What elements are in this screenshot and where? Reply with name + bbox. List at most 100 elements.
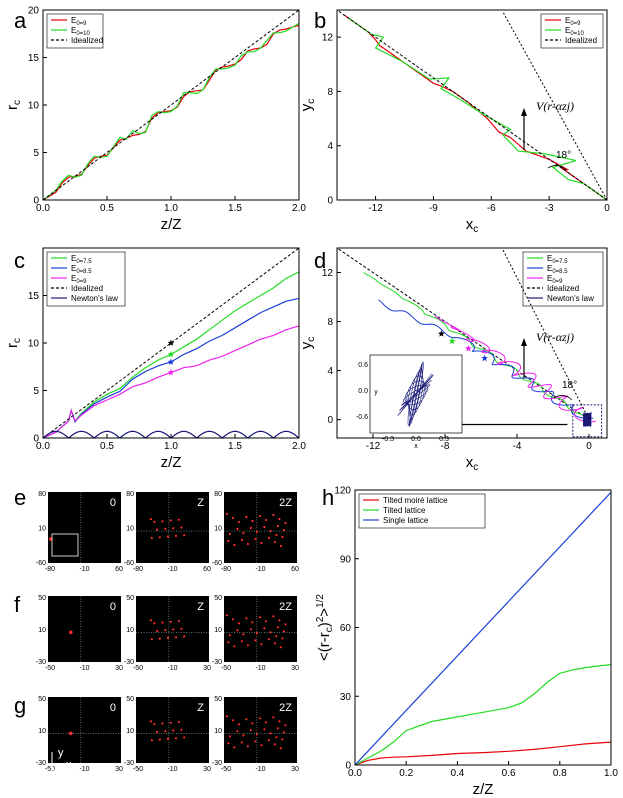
y-tick-label: 4: [327, 366, 333, 377]
legend-label: E0=9: [565, 16, 581, 27]
legend-label: E0=9: [71, 16, 87, 27]
diffraction-spot: [273, 743, 276, 746]
panel-letter-e: e: [14, 485, 26, 510]
diffraction-spot: [275, 635, 278, 638]
x-tick-label: 0: [586, 441, 592, 452]
diffraction-spot: [278, 619, 281, 622]
x-tick-label: -12: [368, 203, 383, 214]
diffraction-spot: [231, 719, 234, 722]
image-y-tick: 10: [214, 627, 222, 634]
diffraction-spot: [150, 638, 153, 641]
image-x-tick: 30: [203, 665, 211, 672]
image-x-tick: -80: [221, 566, 231, 573]
diffraction-spot: [166, 737, 169, 741]
plot-frame: [336, 9, 608, 201]
diffraction-spot: [255, 530, 258, 534]
diffraction-spot: [161, 520, 164, 523]
axis-hint-y-label: y: [58, 747, 64, 759]
image-panel: 0 50 10 -30-50 -10 30: [36, 696, 123, 773]
image-x-tick: 30: [115, 766, 123, 773]
diffraction-spot: [183, 534, 186, 537]
diffraction-spot: [272, 716, 275, 719]
diffraction-spot: [284, 521, 287, 525]
image-x-tick: -80: [133, 566, 143, 573]
image-panel: 2Z 50 10 -30-50 -10 30: [212, 696, 299, 773]
image-y-tick: -30: [124, 760, 134, 767]
y-tick-label: 8: [327, 317, 333, 328]
plot-area: [355, 491, 611, 765]
diffraction-spot: [278, 517, 281, 521]
diffraction-spot: [263, 627, 266, 630]
inset-y-label: y: [374, 389, 378, 396]
diffraction-spot: [227, 742, 230, 745]
y-tick-label: 8: [327, 87, 333, 98]
diffraction-spot: [177, 721, 180, 724]
series-line-0: [344, 14, 607, 200]
diffraction-spot: [242, 531, 245, 535]
diffraction-spot: [245, 515, 248, 519]
inset-source-box: [572, 404, 603, 438]
diffraction-spot: [255, 733, 258, 736]
y-axis-label: <(r-rc)2>1/2: [315, 594, 335, 661]
panel-letter-d: d: [314, 248, 326, 273]
diffraction-spot: [269, 631, 272, 634]
image-y-tick: 50: [214, 696, 222, 703]
diffraction-spot: [158, 637, 161, 640]
diffraction-spot: [177, 518, 180, 521]
diffraction-spot: [153, 723, 156, 726]
image-x-tick: -50: [45, 766, 55, 773]
x-tick-label: 0.0: [348, 768, 362, 779]
diffraction-spot: [275, 736, 278, 739]
diffraction-spot: [251, 519, 254, 523]
y-axis-label: yc: [298, 337, 317, 350]
image-x-tick: 60: [291, 566, 299, 573]
series-line-1: [355, 664, 611, 765]
legend-label: Idealized: [565, 36, 597, 45]
image-panel: Z 50 10 -30-50 -10 30: [124, 595, 211, 672]
diffraction-spot: [156, 528, 159, 531]
diffraction-spot: [267, 536, 270, 540]
image-x-tick: -10: [255, 766, 265, 773]
diffraction-spot: [180, 728, 183, 731]
image-x-tick: -10: [79, 566, 89, 573]
diffraction-spot: [237, 520, 240, 524]
image-x-tick: -80: [45, 566, 55, 573]
diffraction-spot: [269, 732, 272, 735]
panel-letter-b: b: [314, 8, 326, 33]
x-tick-label: 0.6: [502, 768, 516, 779]
diffraction-spot: [267, 739, 270, 742]
image-y-tick: 10: [38, 627, 46, 634]
plot-area: [337, 248, 596, 428]
diffraction-spot: [281, 637, 284, 640]
image-x-tick: 30: [291, 766, 299, 773]
legend-label: Newton's law: [71, 294, 118, 303]
image-y-tick: 10: [38, 526, 46, 533]
series-line-1: [43, 22, 299, 200]
diffraction-spot: [172, 729, 175, 732]
x-tick-label: -12: [366, 441, 381, 452]
series-line-2: [43, 10, 299, 200]
axis-hint-x-label: x: [66, 759, 72, 771]
image-x-tick: -10: [79, 665, 89, 672]
image-y-tick: 50: [126, 595, 134, 602]
diffraction-spot: [282, 630, 285, 633]
diffraction-spot: [236, 527, 239, 531]
legend-label: Newton's law: [547, 294, 594, 303]
image-background: [224, 492, 297, 563]
diffraction-spot: [242, 734, 245, 737]
series-line-1: [43, 297, 299, 438]
image-y-tick: 50: [38, 595, 46, 602]
diffraction-spot: [264, 721, 267, 724]
x-tick-label: -4: [513, 441, 522, 452]
diffraction-spot: [260, 744, 263, 747]
x-axis-label: z/Z: [473, 781, 494, 798]
x-tick-label: 0.8: [553, 768, 567, 779]
diffraction-spot: [279, 646, 282, 649]
x-axis-label: z/Z: [161, 216, 182, 233]
diffraction-spot: [281, 535, 284, 539]
diffraction-spot: [273, 642, 276, 645]
diffraction-spot: [249, 526, 252, 530]
diffraction-spot: [161, 621, 164, 624]
plot-frame: [336, 247, 608, 439]
